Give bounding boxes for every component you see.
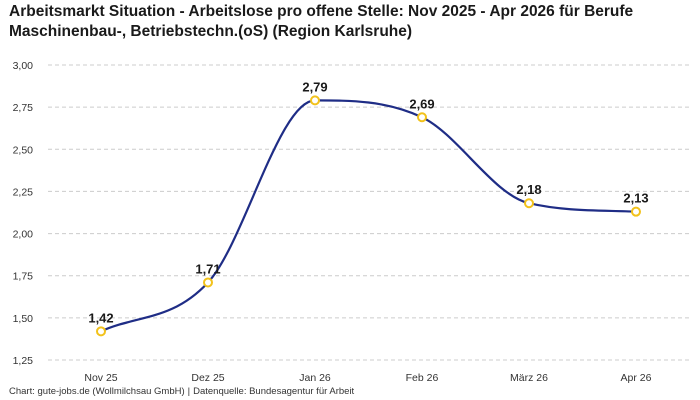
x-tick-label: Jan 26 (299, 372, 331, 384)
y-axis-ticks: 1,25 1,50 1,75 2,00 2,25 2,50 2,75 3,00 (13, 60, 34, 367)
footer-separator: | (187, 386, 191, 397)
y-tick-label: 1,25 (13, 355, 34, 367)
x-tick-label: März 26 (510, 372, 548, 384)
chart-footer: Chart: gute-jobs.de (Wollmilchsau GmbH) |… (9, 386, 354, 397)
data-point-marker (203, 277, 213, 288)
x-tick-label: Feb 26 (406, 372, 439, 384)
x-tick-label: Dez 25 (191, 372, 224, 384)
footer-data-source: Datenquelle: Bundesagentur für Arbeit (193, 386, 355, 397)
x-tick-label: Nov 25 (84, 372, 117, 384)
footer-chart-credit: Chart: gute-jobs.de (Wollmilchsau GmbH) (9, 386, 185, 397)
data-point-marker (310, 95, 320, 106)
data-labels: 1,42 1,71 2,79 2,69 2,18 2,13 (88, 79, 648, 325)
data-point-marker (417, 112, 427, 123)
data-point-marker (524, 198, 534, 209)
y-tick-label: 2,75 (13, 102, 34, 114)
x-axis-ticks: Nov 25 Dez 25 Jan 26 Feb 26 März 26 Apr 26 (84, 372, 651, 384)
y-tick-label: 1,75 (13, 271, 34, 283)
y-tick-label: 1,50 (13, 313, 34, 325)
data-point-marker (631, 206, 641, 217)
data-point-label: 2,13 (623, 191, 648, 206)
data-points (96, 95, 641, 337)
chart-title: Arbeitsmarkt Situation - Arbeitslose pro… (9, 3, 634, 40)
data-point-label: 2,79 (302, 79, 327, 94)
series-line (99, 99, 638, 333)
data-point-marker (96, 326, 106, 337)
data-point-label: 1,71 (195, 261, 220, 276)
data-point-label: 2,69 (409, 96, 434, 111)
data-point-label: 1,42 (88, 310, 113, 325)
data-point-label: 2,18 (516, 182, 541, 197)
x-tick-label: Apr 26 (621, 372, 652, 384)
y-tick-label: 2,25 (13, 186, 34, 198)
gridlines (48, 64, 690, 361)
y-tick-label: 2,00 (13, 229, 34, 241)
series-path (99, 99, 638, 333)
y-tick-label: 3,00 (13, 60, 34, 72)
y-tick-label: 2,50 (13, 144, 34, 156)
